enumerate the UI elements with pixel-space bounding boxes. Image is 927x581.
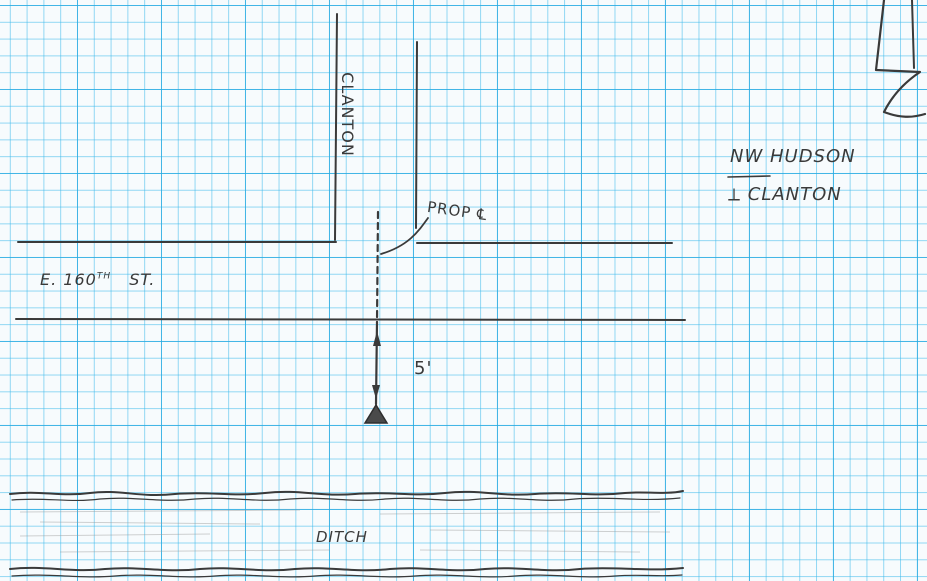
ditch-north-bank: [10, 491, 683, 495]
location-line1: NW HUDSON: [730, 146, 856, 167]
corner-sketch-stem: [912, 0, 914, 68]
e160th-street-label: E. 160TH ST.: [40, 270, 155, 289]
dimension-arrow-bottom-icon: [372, 385, 380, 399]
location-line2-text: CLANTON: [748, 184, 842, 205]
corner-sketch-fragment: [876, 0, 925, 117]
e160th-suffix: ST.: [129, 270, 155, 289]
location-divider: [728, 176, 770, 177]
ditch-south-bank: [10, 568, 683, 570]
e160th-prefix: E. 160: [40, 270, 97, 289]
projected-centerline: [377, 212, 378, 322]
ditch-north-bank-2: [12, 498, 680, 500]
clanton-street-label: CLANTON: [338, 72, 357, 157]
intersection-symbol-icon: ⟂: [728, 184, 741, 205]
prop-centerline-leader: [381, 218, 428, 254]
e160th-road-south-edge: [16, 319, 685, 320]
ditch-label: DITCH: [316, 528, 368, 546]
distance-label: 5': [414, 358, 432, 379]
location-line2: ⟂ CLANTON: [728, 184, 842, 205]
survey-point-triangle-icon: [365, 405, 387, 423]
e160th-superscript: TH: [97, 272, 111, 282]
clanton-road-east-edge: [416, 42, 417, 228]
ditch-south-bank-2: [12, 575, 682, 577]
dimension-arrow-top-icon: [373, 331, 381, 346]
clanton-road-west-edge: [335, 14, 337, 240]
